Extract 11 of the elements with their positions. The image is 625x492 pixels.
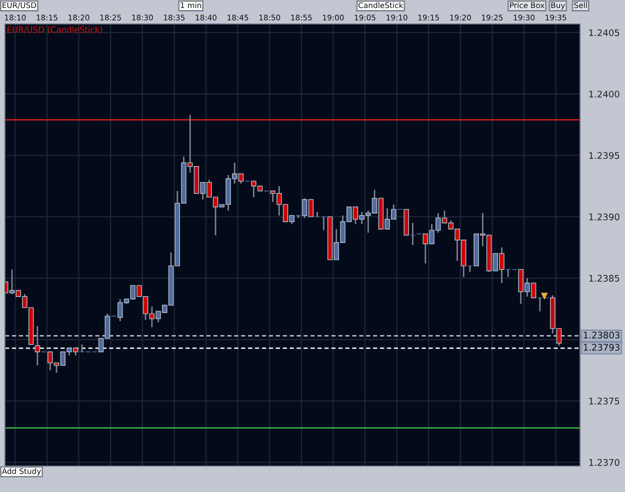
y-tick-label: 1.2385	[589, 274, 620, 282]
ref-line-label: 1.23803	[584, 332, 620, 338]
chart-title: EUR/USD (CandleStick)	[8, 26, 102, 34]
y-tick-label: 1.2390	[589, 213, 620, 220]
ref-line-label: 1.23793	[584, 344, 620, 351]
candlestick	[34, 325, 40, 366]
y-tick-label: 1.2370	[589, 459, 620, 466]
y-tick-label: 1.2405	[589, 29, 620, 36]
y-tick-label: 1.2400	[589, 90, 620, 98]
y-tick-label: 1.2395	[589, 152, 620, 159]
y-tick-label: 1.2375	[589, 398, 620, 404]
